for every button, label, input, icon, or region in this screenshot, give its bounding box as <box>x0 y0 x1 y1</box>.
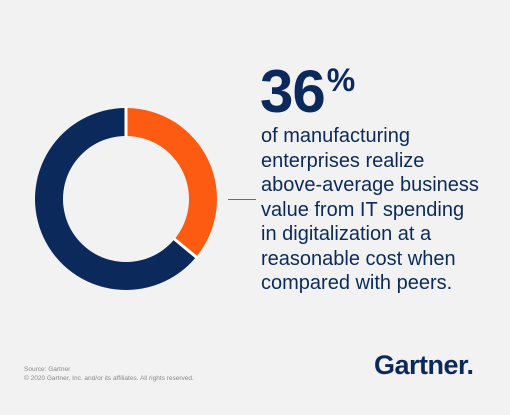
headline-stat: 36 % <box>260 62 355 122</box>
donut-slice-0 <box>126 108 218 258</box>
donut-chart <box>35 107 218 290</box>
source-text: Source: Gartner <box>24 366 71 373</box>
caption-line: enterprises realize <box>261 149 425 172</box>
slice-separator-1 <box>172 237 198 259</box>
source-note: Source: Gartner © 2020 Gartner, Inc. and… <box>24 366 194 383</box>
caption-line: value from IT spending <box>261 198 465 221</box>
headline-percent: % <box>326 62 356 98</box>
caption-line: above-average business <box>261 174 479 196</box>
caption-line: of manufacturing <box>261 125 410 147</box>
caption-line: compared with peers. <box>261 272 453 294</box>
caption-line: in digitalization at a <box>261 223 432 245</box>
gartner-logo: Gartner. <box>374 350 474 380</box>
headline-number: 36 <box>260 58 326 125</box>
connector-line <box>228 199 256 200</box>
caption-line: reasonable cost when <box>261 247 456 270</box>
caption: of manufacturing enterprises realize abo… <box>261 124 501 296</box>
donut-slice-1 <box>35 108 197 290</box>
copyright-text: © 2020 Gartner, Inc. and/or its affiliat… <box>24 374 194 382</box>
